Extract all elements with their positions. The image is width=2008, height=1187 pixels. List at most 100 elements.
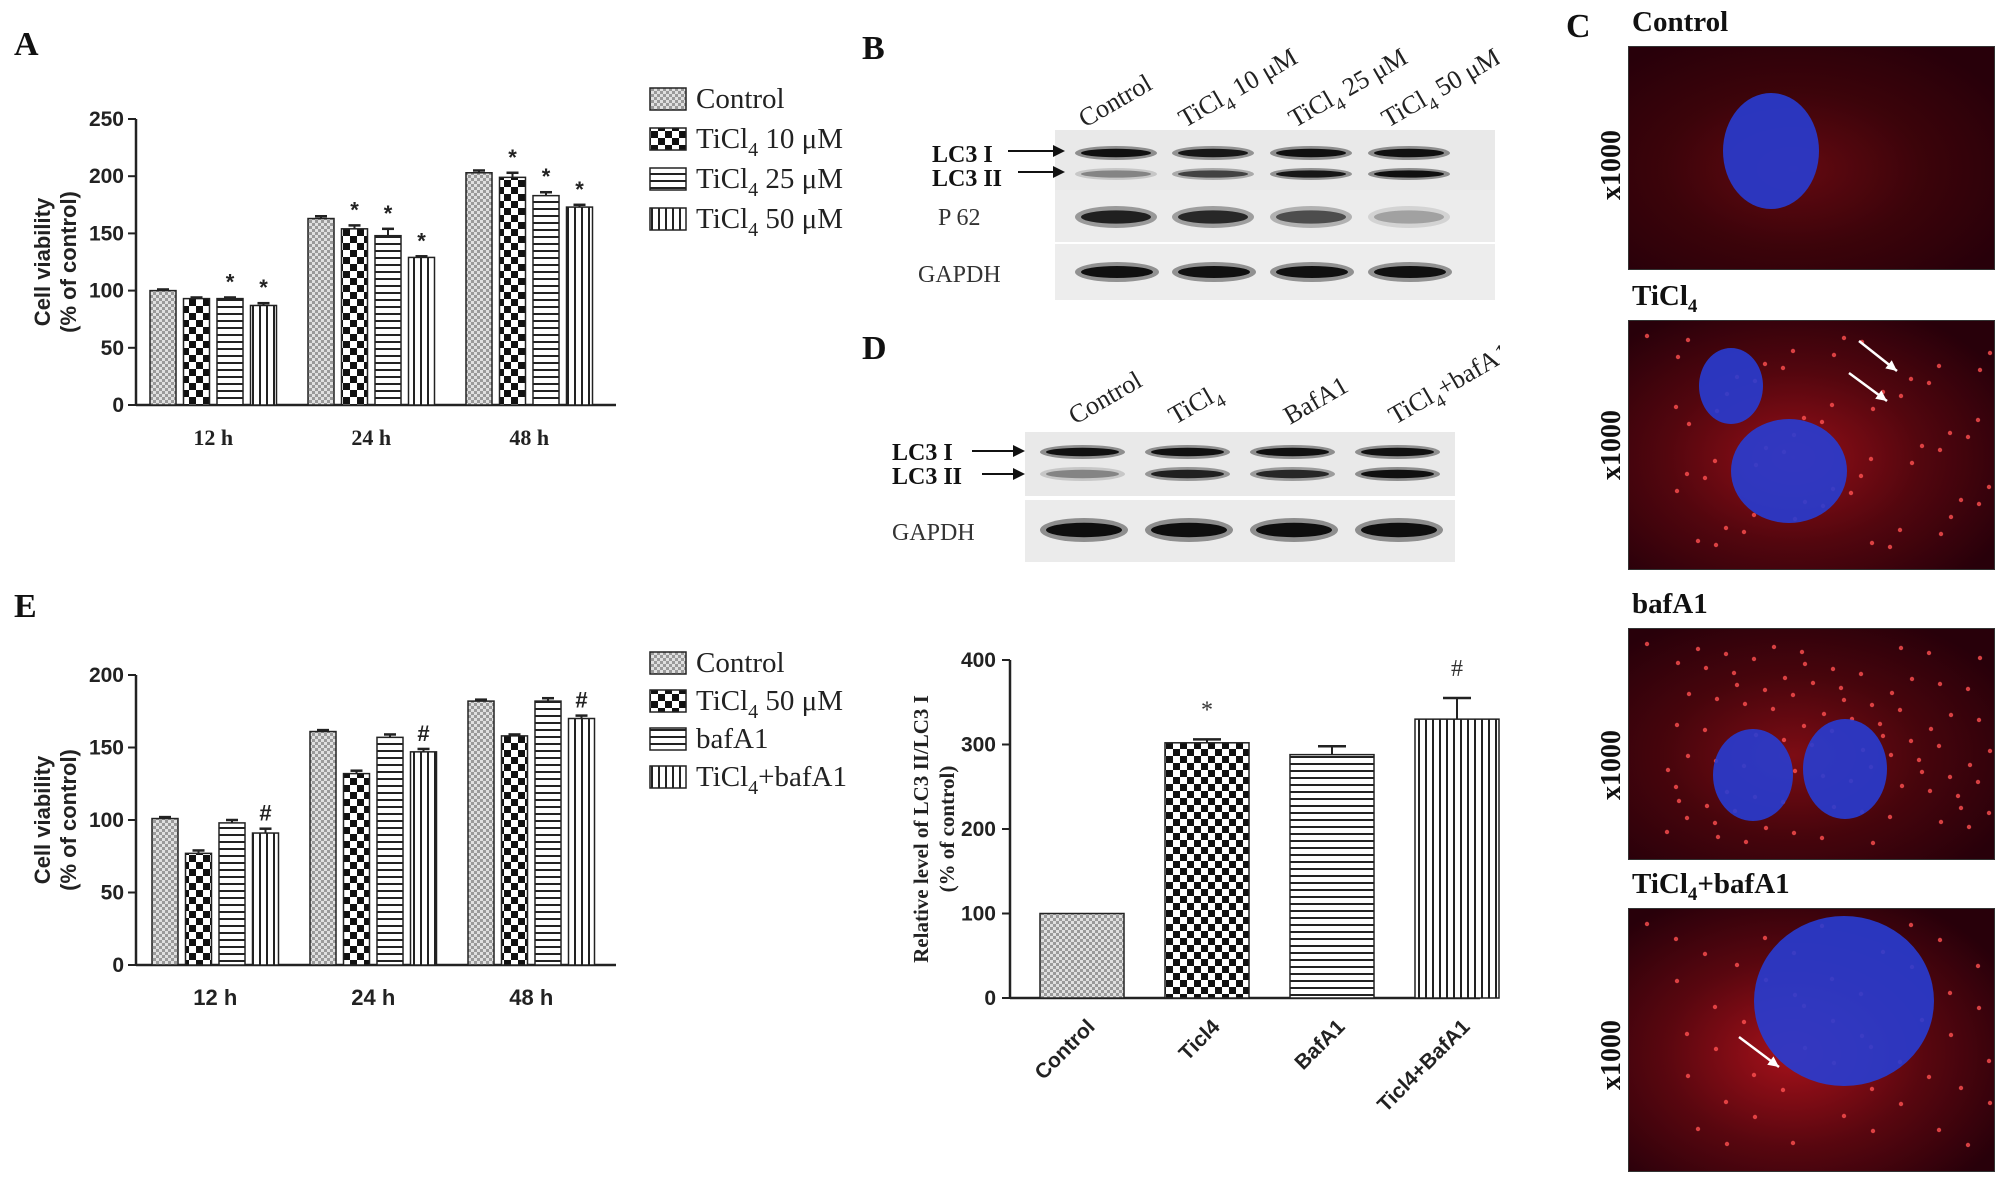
punctum [1702,951,1708,957]
micrograph-svg [1644,641,1993,846]
punctum [1674,722,1680,728]
lane-label-text: TiCl4+bafA1 [1384,340,1501,435]
x-tick-label: 24 h [351,425,391,450]
bar [182,297,211,406]
punctum [1938,819,1944,825]
y-tick-label: 100 [89,809,124,832]
punctum [1877,721,1883,727]
punctum [1830,666,1836,672]
punctum [1926,650,1932,656]
nucleus [1803,719,1887,819]
band-lc3-i [1250,445,1335,459]
punctum [1977,367,1983,373]
punctum [1919,769,1925,775]
band-lc3-ii [1172,168,1254,180]
bar [1039,912,1125,999]
band-lc3-i [1145,445,1230,459]
punctum [1685,337,1691,343]
y-axis-title-line2: (% of control) [56,749,81,891]
punctum [1898,393,1904,399]
punctum [1644,641,1650,647]
punctum [1743,839,1749,845]
punctum [1781,737,1787,743]
bar [532,194,560,406]
lane-label: TiCl4 10 μM [1174,42,1303,133]
micro-label-1: TiCl4 [1632,280,1698,317]
y-axis-title-line2: (% of control) [935,766,959,893]
lane-label: TiCl4+bafA1 [1384,337,1516,435]
legend-swatch [649,207,687,231]
x-tick-label: 24 h [351,985,395,1010]
x-tick-label: 48 h [509,425,549,450]
punctum [1734,682,1740,688]
punctum [1898,645,1904,651]
panel-c-letter: C [1566,8,1591,45]
punctum [1966,824,1972,830]
punctum [1948,514,1954,520]
band-lc3-i [1040,445,1125,459]
y-tick-label: 200 [961,818,996,841]
punctum [1948,712,1954,718]
x-tick-label: 12 h [193,985,237,1010]
white-arrow [1848,371,1888,403]
punctum [1714,696,1720,702]
lane-label-text: TiCl4 [1164,377,1230,435]
significance-marker: * [259,275,268,300]
punctum [1684,471,1690,477]
lane-label-text: BafA1 [1279,370,1354,430]
band-p62 [1270,206,1352,228]
punctum [1780,1087,1786,1093]
micro-label-2: bafA1 [1632,588,1708,620]
bar [1414,718,1500,999]
punctum [1908,738,1914,744]
punctum [1888,752,1894,758]
x-tick-label: Ticl4+BafA1 [1373,1015,1475,1117]
legend-swatch [649,651,687,675]
punctum [1887,544,1893,550]
band-p62 [1368,206,1450,228]
micrograph-svg [1644,333,1993,550]
punctum [1685,753,1691,759]
punctum [1751,656,1757,662]
band-gapdh [1270,262,1354,282]
arrow-lc3-ii [982,468,1025,480]
punctum [1976,1005,1982,1011]
legend-label: bafA1 [696,723,768,755]
significance-marker: # [1451,656,1463,682]
punctum [1712,820,1718,826]
bar [467,700,495,966]
punctum [1723,525,1729,531]
lane-label: Control [1074,68,1157,133]
punctum [1977,655,1983,661]
punctum [1889,690,1895,696]
punctum [1695,646,1701,652]
punctum [1958,1085,1964,1091]
punctum [1712,458,1718,464]
punctum [1870,1128,1876,1134]
punctum [1703,665,1709,671]
y-tick-label: 200 [89,664,124,687]
punctum [1674,978,1680,984]
legend-label: Control [696,647,785,679]
punctum [1967,762,1973,768]
punctum [1870,406,1876,412]
panel-e-chart: 0 50 100 150 200 Cell viability (% of control)… [30,647,847,1010]
arrow-lc3-ii [1018,166,1065,178]
x-tick-label-group: Ticl4+BafA1 [1373,1015,1475,1117]
magnification-label: x1000 [1596,410,1627,480]
punctum [1870,840,1876,846]
band-gapdh [1355,518,1443,542]
band-gapdh [1368,262,1452,282]
micrograph-svg [1644,916,1993,1148]
punctum [1908,922,1914,928]
legend-swatch [649,87,687,111]
punctum [1762,687,1768,693]
punctum [1790,692,1796,698]
punctum [1664,829,1670,835]
band-lc3-i [1355,445,1440,459]
punctum [1938,531,1944,537]
row-label-gapdh: GAPDH [918,262,1001,288]
y-axis-title: Cell viability (% of control) [30,749,81,891]
